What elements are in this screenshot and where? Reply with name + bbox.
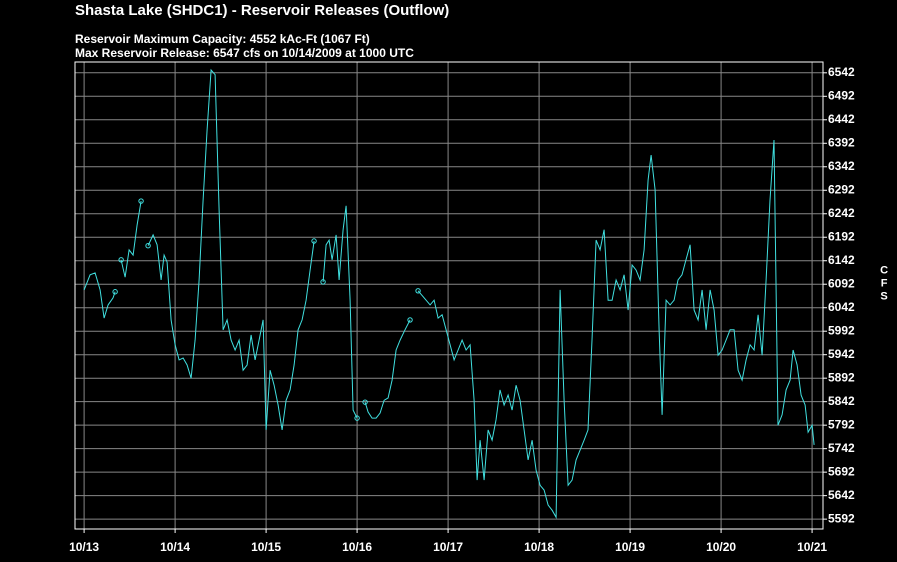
x-tick-label: 10/15 [251,540,281,554]
y-tick-label: 6492 [828,88,855,102]
y-tick-label: 6142 [828,253,855,267]
x-tick-label: 10/16 [342,540,372,554]
gap-marker [118,257,124,263]
y-tick-label: 6292 [828,182,855,196]
gap-marker [112,289,118,295]
gap-marker [138,198,144,204]
y-tick-label: 6242 [828,206,855,220]
gap-marker [145,242,151,249]
gap-marker [407,317,413,323]
y-tick-label: 6442 [828,112,855,126]
chart-title: Shasta Lake (SHDC1) - Reservoir Releases… [75,2,449,19]
y-tick-label: 5842 [828,394,855,408]
gap-marker [354,415,360,421]
y-tick-label: 6542 [828,65,855,79]
gap-marker [362,399,368,405]
y-tick-label: 5992 [828,323,855,337]
annotation: Max Reservoir Release: 6547 cfs on 10/14… [75,46,414,60]
plot-frame [74,61,824,530]
y-tick-label: 5642 [828,488,855,502]
data-line [83,68,815,520]
x-tick-label: 10/20 [706,540,736,554]
x-tick-label: 10/18 [524,540,554,554]
gap-marker [311,238,317,244]
y-tick-label: 5592 [828,511,855,525]
y-tick-label: 5742 [828,441,855,455]
x-tick-label: 10/14 [160,540,190,554]
y-tick-label: 5692 [828,464,855,478]
y-tick-label: 5942 [828,347,855,361]
y-tick-label: 6342 [828,159,855,173]
x-tick-label: 10/13 [69,540,99,554]
y-tick-label: 6192 [828,229,855,243]
chart-subtitle: Reservoir Maximum Capacity: 4552 kAc-Ft … [75,32,370,46]
x-tick-label: 10/19 [615,540,645,554]
x-tick-label: 10/21 [797,540,827,554]
y-tick-label: 6092 [828,276,855,290]
gap-marker [320,279,326,285]
gap-marker [415,288,421,294]
y-tick-label: 6042 [828,300,855,314]
y-tick-label: 5792 [828,417,855,431]
x-tick-label: 10/17 [433,540,463,554]
y-tick-label: 6392 [828,135,855,149]
y-tick-label: 5892 [828,370,855,384]
y-axis-label: CFS [878,265,890,304]
